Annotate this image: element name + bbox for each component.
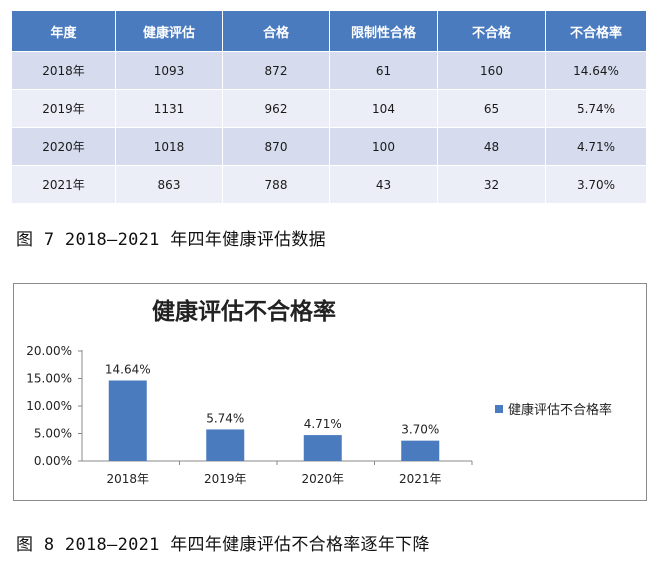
y-tick-label: 5.00%: [34, 427, 72, 441]
cell-qualified: 870: [223, 127, 330, 165]
header-restricted-qualified: 限制性合格: [330, 11, 438, 51]
table-row: 2018年 1093 872 61 160 14.64%: [12, 51, 646, 89]
cell-assessment: 1018: [116, 127, 223, 165]
header-unqualified-rate: 不合格率: [546, 11, 646, 51]
data-label: 4.71%: [304, 417, 342, 431]
cell-rate: 3.70%: [546, 165, 646, 203]
cell-rate: 4.71%: [546, 127, 646, 165]
data-table: 年度 健康评估 合格 限制性合格 不合格 不合格率 2018年 1093 872…: [12, 11, 646, 203]
legend-label: 健康评估不合格率: [508, 402, 612, 418]
cell-year: 2021年: [12, 165, 116, 203]
x-tick-label: 2021年: [399, 472, 442, 486]
cell-restricted: 100: [330, 127, 438, 165]
cell-qualified: 788: [223, 165, 330, 203]
figure-7-caption: 图 7 2018—2021 年四年健康评估数据: [16, 230, 326, 250]
cell-restricted: 43: [330, 165, 438, 203]
cell-year: 2020年: [12, 127, 116, 165]
data-labels: 14.64% 5.74% 4.71% 3.70%: [105, 362, 439, 436]
x-tick-label: 2019年: [204, 472, 247, 486]
bar-chart: 健康评估不合格率 0.00% 5.00% 10.00% 15.00% 20.00% 14…: [13, 283, 647, 501]
bar: [401, 440, 440, 461]
chart-canvas: 健康评估不合格率 0.00% 5.00% 10.00% 15.00% 20.00% 14…: [26, 298, 612, 486]
bar: [206, 429, 245, 461]
x-tick-label: 2018年: [106, 472, 149, 486]
header-qualified: 合格: [223, 11, 330, 51]
x-tick-label: 2020年: [301, 472, 344, 486]
figure-8-caption: 图 8 2018—2021 年四年健康评估不合格率逐年下降: [16, 535, 430, 555]
data-label: 14.64%: [105, 362, 151, 376]
cell-assessment: 863: [116, 165, 223, 203]
cell-qualified: 962: [223, 89, 330, 127]
cell-unqualified: 48: [438, 127, 546, 165]
cell-rate: 5.74%: [546, 89, 646, 127]
y-tick-label: 10.00%: [26, 399, 72, 413]
header-assessment: 健康评估: [116, 11, 223, 51]
table-row: 2019年 1131 962 104 65 5.74%: [12, 89, 646, 127]
cell-assessment: 1093: [116, 51, 223, 89]
cell-qualified: 872: [223, 51, 330, 89]
bar: [108, 380, 147, 461]
bar: [303, 435, 342, 461]
header-unqualified: 不合格: [438, 11, 546, 51]
cell-year: 2019年: [12, 89, 116, 127]
legend-swatch: [495, 405, 503, 413]
table-row: 2021年 863 788 43 32 3.70%: [12, 165, 646, 203]
data-label: 5.74%: [206, 411, 244, 425]
y-axis-ticks: 0.00% 5.00% 10.00% 15.00% 20.00%: [26, 344, 82, 468]
header-year: 年度: [12, 11, 116, 51]
cell-restricted: 104: [330, 89, 438, 127]
cell-assessment: 1131: [116, 89, 223, 127]
bar-series: [108, 380, 440, 461]
cell-unqualified: 65: [438, 89, 546, 127]
cell-unqualified: 160: [438, 51, 546, 89]
cell-restricted: 61: [330, 51, 438, 89]
cell-unqualified: 32: [438, 165, 546, 203]
data-label: 3.70%: [401, 423, 439, 437]
cell-year: 2018年: [12, 51, 116, 89]
y-tick-label: 20.00%: [26, 344, 72, 358]
cell-rate: 14.64%: [546, 51, 646, 89]
table-row: 2020年 1018 870 100 48 4.71%: [12, 127, 646, 165]
y-tick-label: 0.00%: [34, 454, 72, 468]
y-tick-label: 15.00%: [26, 372, 72, 386]
chart-title: 健康评估不合格率: [152, 298, 336, 325]
table-header-row: 年度 健康评估 合格 限制性合格 不合格 不合格率: [12, 11, 646, 51]
x-axis-labels: 2018年 2019年 2020年 2021年: [106, 461, 473, 486]
